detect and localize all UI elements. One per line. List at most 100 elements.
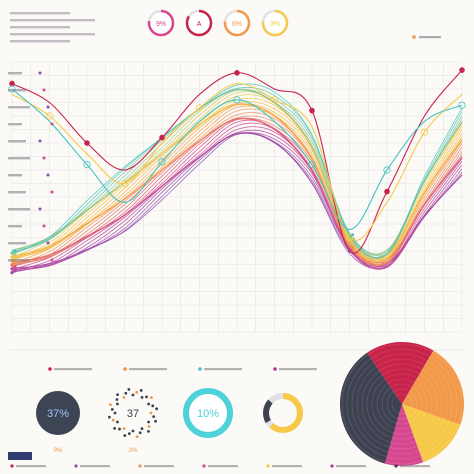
footer-text-placeholder (144, 465, 174, 468)
kpi-legend-placeholder (279, 368, 317, 371)
kpi-value: 10% (197, 408, 219, 420)
y-label-placeholder (8, 106, 30, 109)
band-line (11, 97, 463, 263)
pie-slice (402, 404, 461, 463)
kpi-dot (116, 420, 119, 424)
kpi-dot (131, 393, 135, 397)
series-marker (308, 161, 316, 169)
series-marker (120, 179, 129, 188)
kpi-legend-placeholder (54, 368, 92, 371)
y-axis-labels (8, 12, 95, 262)
kpi-dot (113, 427, 117, 430)
pie-texture-ring (366, 368, 438, 440)
kpi-dot (116, 402, 119, 406)
pie-slice (339, 352, 402, 464)
kpi-dot (113, 411, 117, 415)
series-marker (420, 128, 429, 136)
y-label-placeholder (8, 123, 22, 126)
gauge-value: 3% (270, 21, 280, 28)
gauge-arc (223, 9, 251, 37)
band-line (11, 89, 463, 257)
kpi-dot (154, 419, 157, 423)
line-band (10, 83, 463, 275)
header-text-placeholder (10, 33, 95, 36)
footer-badge (8, 452, 32, 460)
pie-slice (384, 404, 424, 467)
kpi-dot (138, 431, 142, 435)
footer-text-placeholder (80, 465, 110, 468)
series-line (11, 83, 463, 241)
band-line (11, 126, 463, 272)
band-point (13, 249, 17, 253)
series-marker (458, 101, 466, 109)
kpi-dot (124, 391, 128, 395)
band-point (10, 251, 14, 255)
series-marker (83, 161, 91, 169)
kpi-footer: 9% (54, 448, 63, 454)
pie-texture-ring (351, 353, 453, 455)
y-label-marker (38, 71, 42, 75)
kpi-dot (131, 429, 135, 433)
kpi-legend-marker (198, 367, 202, 371)
y-label-placeholder (8, 242, 26, 245)
kpi-legend-marker (48, 367, 52, 371)
band-line (11, 89, 463, 255)
footer-marker (266, 464, 270, 468)
kpi-dot (110, 407, 114, 411)
pie-texture-ring (376, 378, 428, 430)
kpi-ring-arc (263, 393, 303, 433)
kpi-dot (122, 427, 126, 430)
pie-texture-ring (361, 363, 443, 445)
series-marker (195, 104, 204, 112)
header-text-placeholder (10, 26, 70, 29)
series-marker (309, 107, 315, 114)
band-line (11, 112, 463, 267)
y-label-placeholder (8, 191, 26, 194)
band-line (11, 132, 463, 270)
header-text-placeholder (10, 40, 70, 43)
series-marker (9, 80, 15, 87)
series-marker (45, 112, 54, 120)
kpi-legend-placeholder (204, 368, 242, 371)
kpi-dot (115, 398, 119, 401)
y-label-marker (42, 224, 46, 228)
band-point (350, 233, 355, 237)
footer-text-placeholder (336, 465, 366, 468)
kpi-value: 37 (127, 408, 139, 420)
kpi-dot (118, 427, 121, 431)
kpi-dot (135, 435, 139, 439)
kpi-dot (140, 396, 144, 399)
pie-texture-ring (391, 393, 413, 415)
kpi-ring (183, 388, 233, 438)
kpi-footer: 3% (129, 448, 138, 454)
band-line (11, 103, 463, 260)
footer-text-placeholder (16, 465, 46, 468)
series-marker (234, 70, 240, 76)
pie-chart (339, 341, 465, 467)
kpi-dot (152, 415, 156, 419)
kpi-dot (155, 407, 159, 411)
y-label-marker (38, 207, 42, 211)
kpi-dot (127, 387, 131, 391)
series-marker (459, 67, 465, 73)
series-marker (84, 140, 90, 146)
y-label-marker (42, 156, 46, 160)
kpi-legend-placeholder (129, 368, 167, 371)
y-label-marker (50, 122, 54, 126)
series-marker (383, 166, 391, 174)
kpi-dot (123, 434, 127, 437)
band-point (10, 255, 14, 259)
pie-texture-ring (346, 348, 458, 460)
footer-marker (10, 464, 14, 468)
gauge-value: 6% (232, 21, 242, 28)
y-label-marker (46, 241, 50, 245)
header-text-placeholder (10, 12, 70, 15)
y-label-placeholder (8, 259, 30, 262)
band-point (13, 265, 17, 269)
kpi-dot (116, 393, 119, 397)
y-label-placeholder (8, 225, 22, 228)
y-label-marker (38, 139, 42, 143)
chart-legend (412, 35, 441, 39)
kpi-dot (149, 411, 153, 415)
